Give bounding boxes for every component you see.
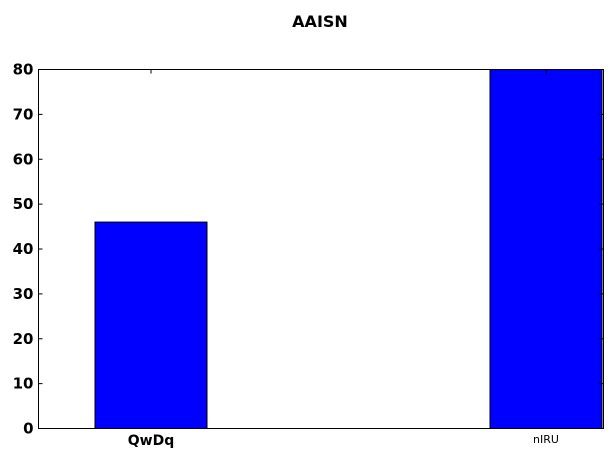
y-tick-label: 40 <box>13 240 34 258</box>
x-axis: QwDq nIRU <box>128 69 559 449</box>
y-tick-label: 20 <box>13 330 34 348</box>
y-tick-label: 60 <box>13 150 34 168</box>
y-axis: 0 10 20 30 40 50 60 70 80 <box>13 61 604 438</box>
chart-title: AAISN <box>292 12 348 31</box>
y-tick-label: 70 <box>13 105 34 123</box>
y-tick-label: 80 <box>13 61 34 79</box>
bar-QwDq <box>94 221 208 429</box>
x-tick-label: QwDq <box>128 433 174 449</box>
bars-group <box>94 69 603 429</box>
y-tick-label: 0 <box>23 420 33 438</box>
y-tick-label: 10 <box>13 375 34 393</box>
y-tick-label: 50 <box>13 195 34 213</box>
bar-nIRU <box>489 69 603 429</box>
y-tick-label: 30 <box>13 285 34 303</box>
x-tick-label: nIRU <box>533 433 559 446</box>
